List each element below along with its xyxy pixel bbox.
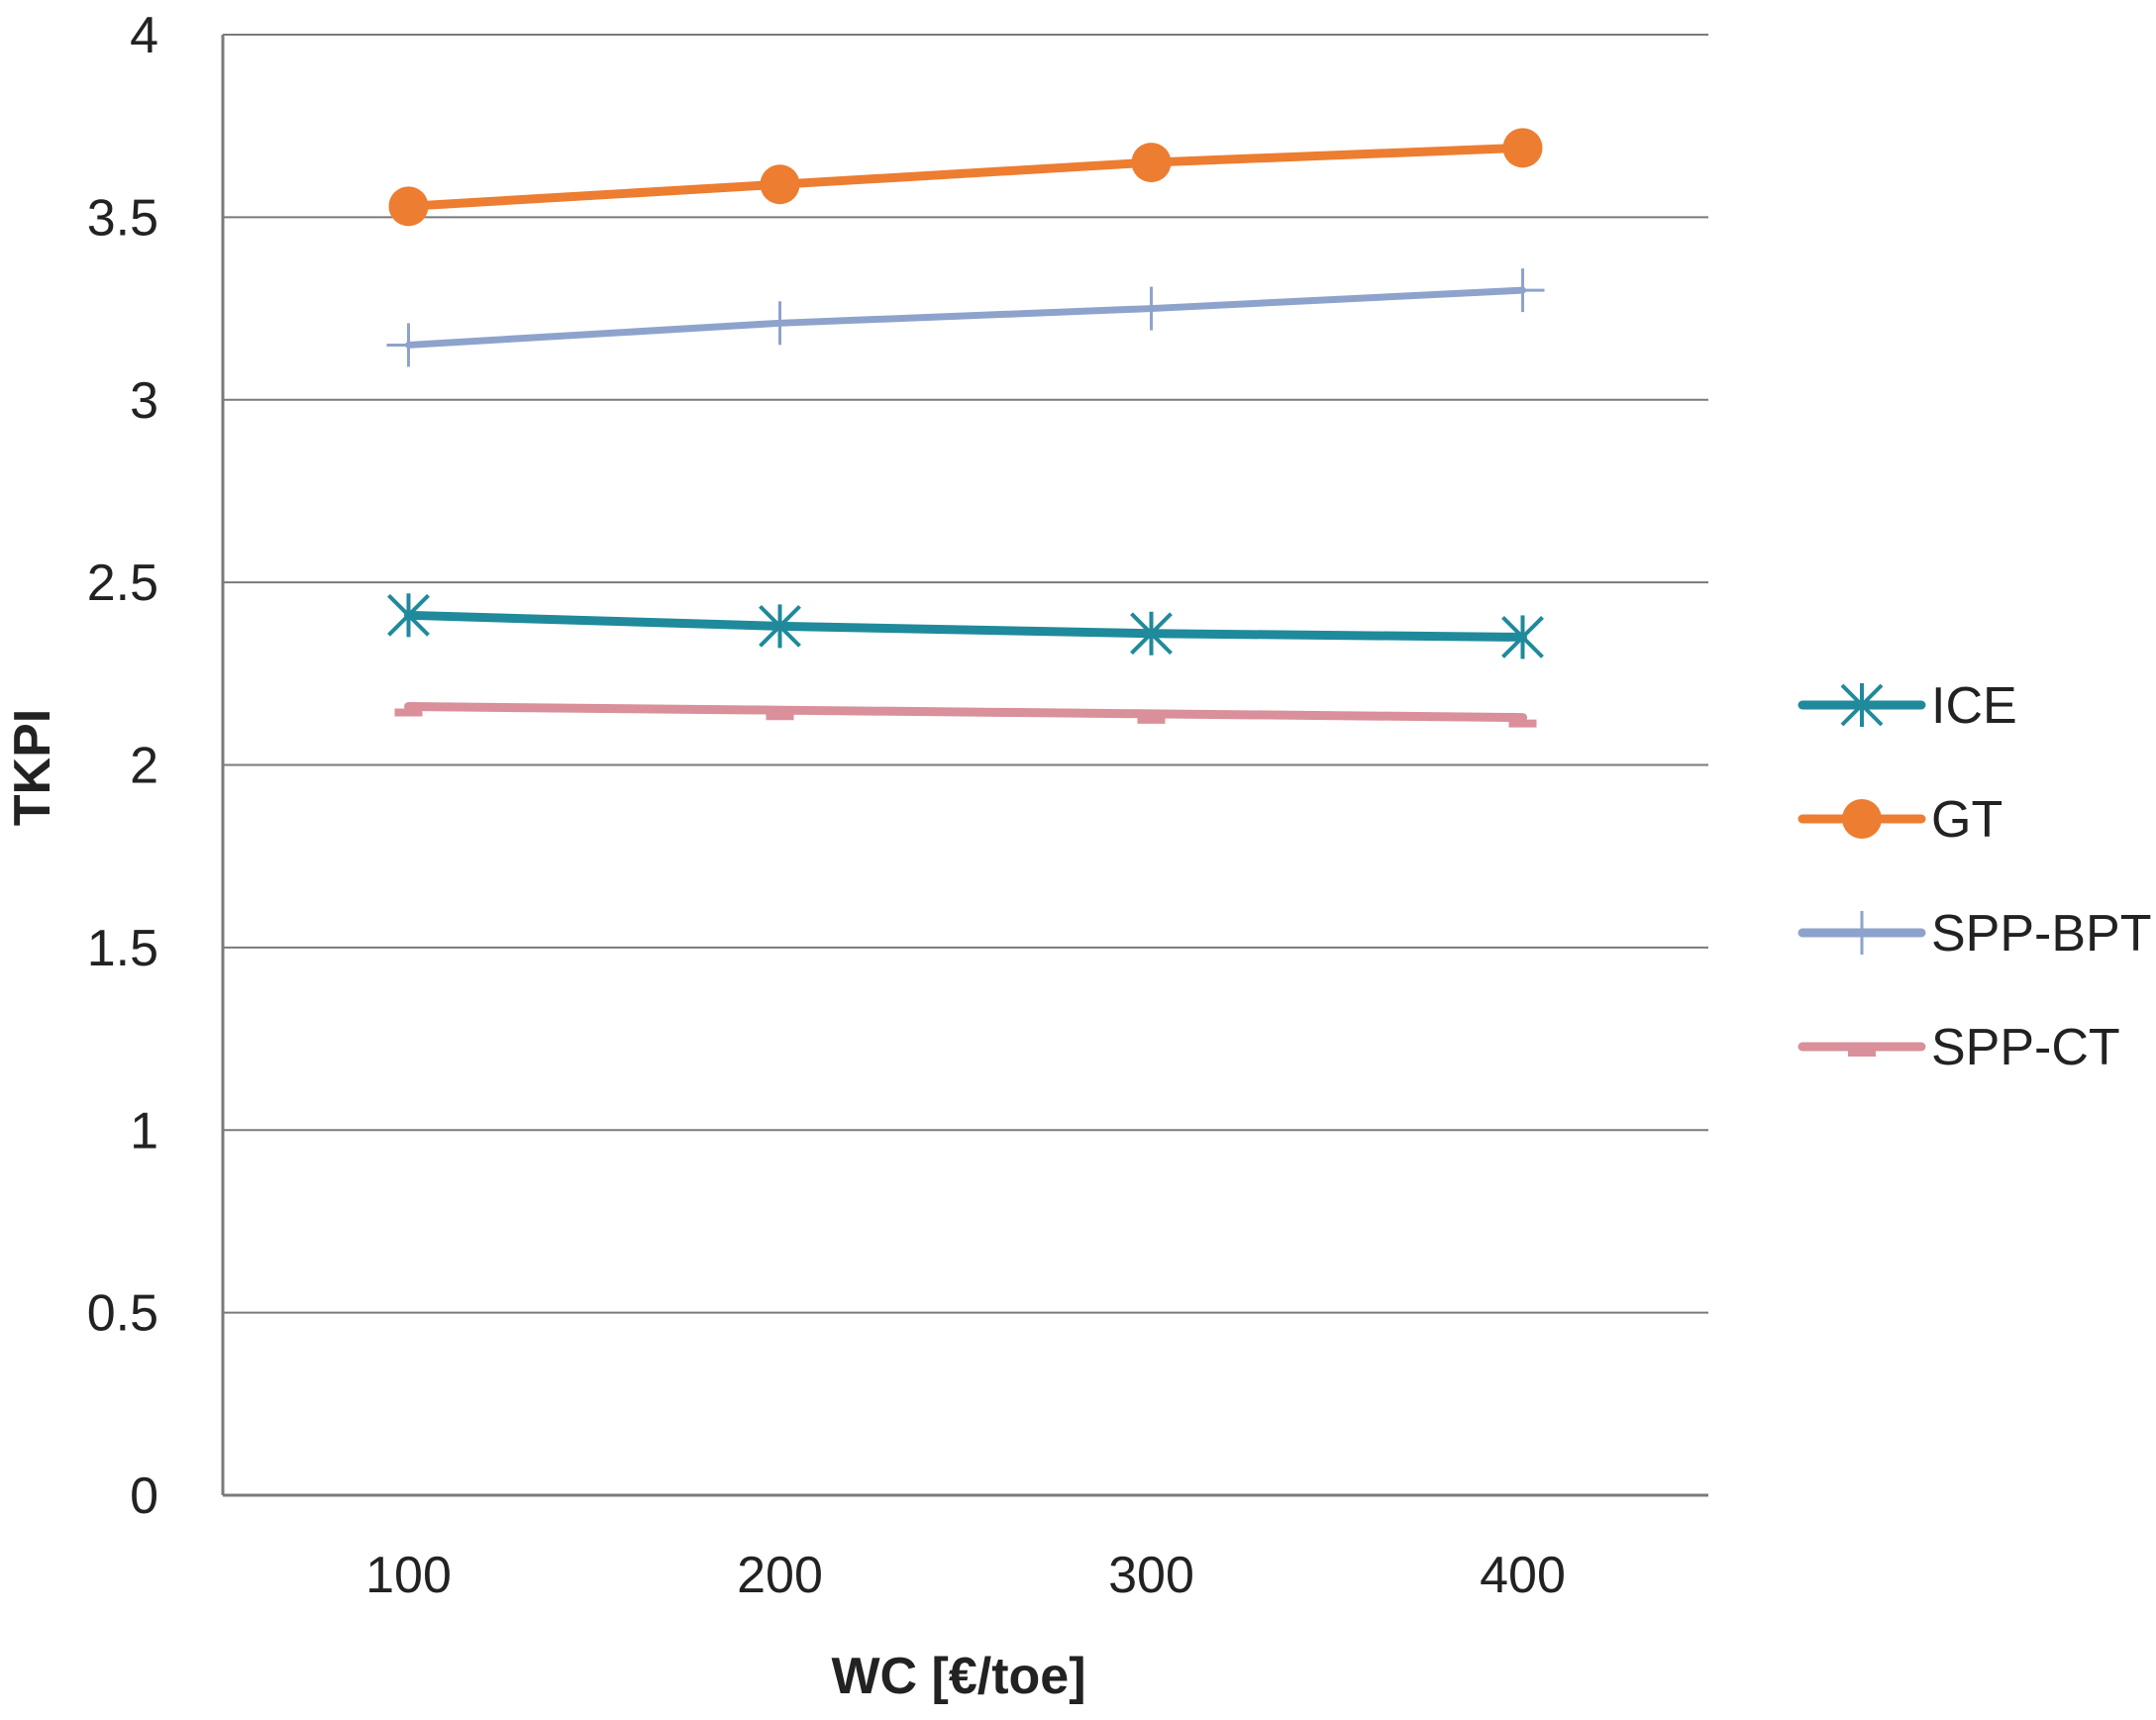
series-gt (388, 128, 1543, 227)
y-tick-label: 0 (130, 1467, 158, 1525)
series-line (404, 143, 1527, 211)
series-lines (386, 128, 1545, 728)
data-point (386, 323, 431, 367)
legend-label: SPP-CT (1931, 1019, 2120, 1076)
x-axis-title: WC [€/toe] (831, 1648, 1085, 1705)
data-point (758, 301, 802, 346)
y-axis-title: TKPI (4, 709, 61, 826)
y-tick-label: 3 (130, 372, 158, 430)
x-tick-label: 100 (365, 1547, 452, 1604)
legend-item: GT (1797, 791, 2002, 849)
legend-item: ICE (1797, 677, 2017, 735)
legend-marker (1842, 799, 1882, 839)
x-tick-label: 300 (1108, 1547, 1194, 1604)
data-point (760, 164, 800, 205)
y-tick-label: 2.5 (87, 555, 158, 612)
legend-marker (1840, 683, 1884, 727)
y-tick-label: 1.5 (87, 920, 158, 977)
axes (221, 35, 1708, 1497)
legend-label: ICE (1931, 677, 2017, 735)
legend-label: GT (1931, 791, 2002, 849)
data-point (1501, 615, 1544, 659)
x-tick-label: 200 (737, 1547, 823, 1604)
y-tick-label: 3.5 (87, 189, 158, 247)
data-point (1130, 611, 1173, 656)
data-point (1131, 143, 1172, 183)
data-point (1502, 128, 1543, 168)
data-point (1129, 286, 1174, 331)
x-tick-labels: 100 200 300 400 (365, 1547, 1566, 1604)
legend-marker (1840, 911, 1884, 955)
series-line (404, 610, 1527, 642)
series-line (405, 286, 1526, 349)
legend: ICE GT SPP-BPT SPP-CT (1797, 677, 2152, 1076)
series-spp-ct (394, 702, 1537, 728)
data-point (759, 604, 801, 649)
series-line (404, 702, 1527, 723)
x-tick-label: 400 (1480, 1547, 1566, 1604)
legend-item: SPP-BPT (1797, 905, 2152, 962)
gridlines (223, 34, 1708, 1314)
y-tick-labels: 0 0.5 1 1.5 2 2.5 3 3.5 4 (87, 7, 158, 1525)
data-point (387, 593, 430, 638)
data-point (388, 186, 429, 227)
legend-item: SPP-CT (1797, 1019, 2120, 1076)
legend-label: SPP-BPT (1931, 905, 2152, 962)
data-point (1500, 268, 1545, 313)
series-spp-bpt (386, 268, 1545, 367)
y-tick-label: 1 (130, 1102, 158, 1160)
y-tick-label: 0.5 (87, 1285, 158, 1343)
y-tick-label: 4 (130, 7, 158, 64)
y-tick-label: 2 (130, 738, 158, 795)
series-ice (387, 593, 1544, 659)
